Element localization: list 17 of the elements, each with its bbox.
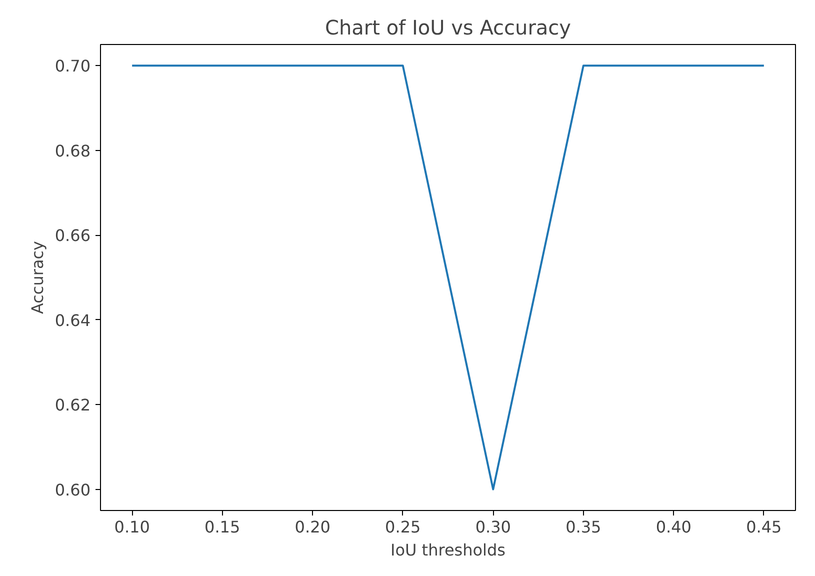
x-tick-label: 0.20 (294, 518, 330, 536)
x-tick-label: 0.30 (475, 518, 511, 536)
y-tick-label: 0.64 (54, 310, 90, 330)
x-tick-label: 0.15 (204, 518, 240, 536)
x-tick-label: 0.25 (385, 518, 421, 536)
y-tick-label: 0.60 (54, 480, 90, 500)
y-tick-label: 0.62 (54, 396, 90, 415)
x-tick-label: 0.10 (114, 518, 150, 536)
x-tick-label: 0.40 (656, 518, 692, 536)
x-tick-label: 0.35 (566, 518, 602, 536)
x-tick-label: 0.45 (746, 518, 782, 536)
y-tick-label: 0.70 (54, 56, 90, 76)
y-tick-label: 0.68 (54, 141, 90, 160)
y-tick-label: 0.66 (54, 226, 90, 246)
chart-title: Chart of IoU vs Accuracy (324, 16, 572, 40)
y-axis-title: Accuracy (28, 240, 47, 314)
x-axis-title: IoU thresholds (390, 540, 506, 560)
